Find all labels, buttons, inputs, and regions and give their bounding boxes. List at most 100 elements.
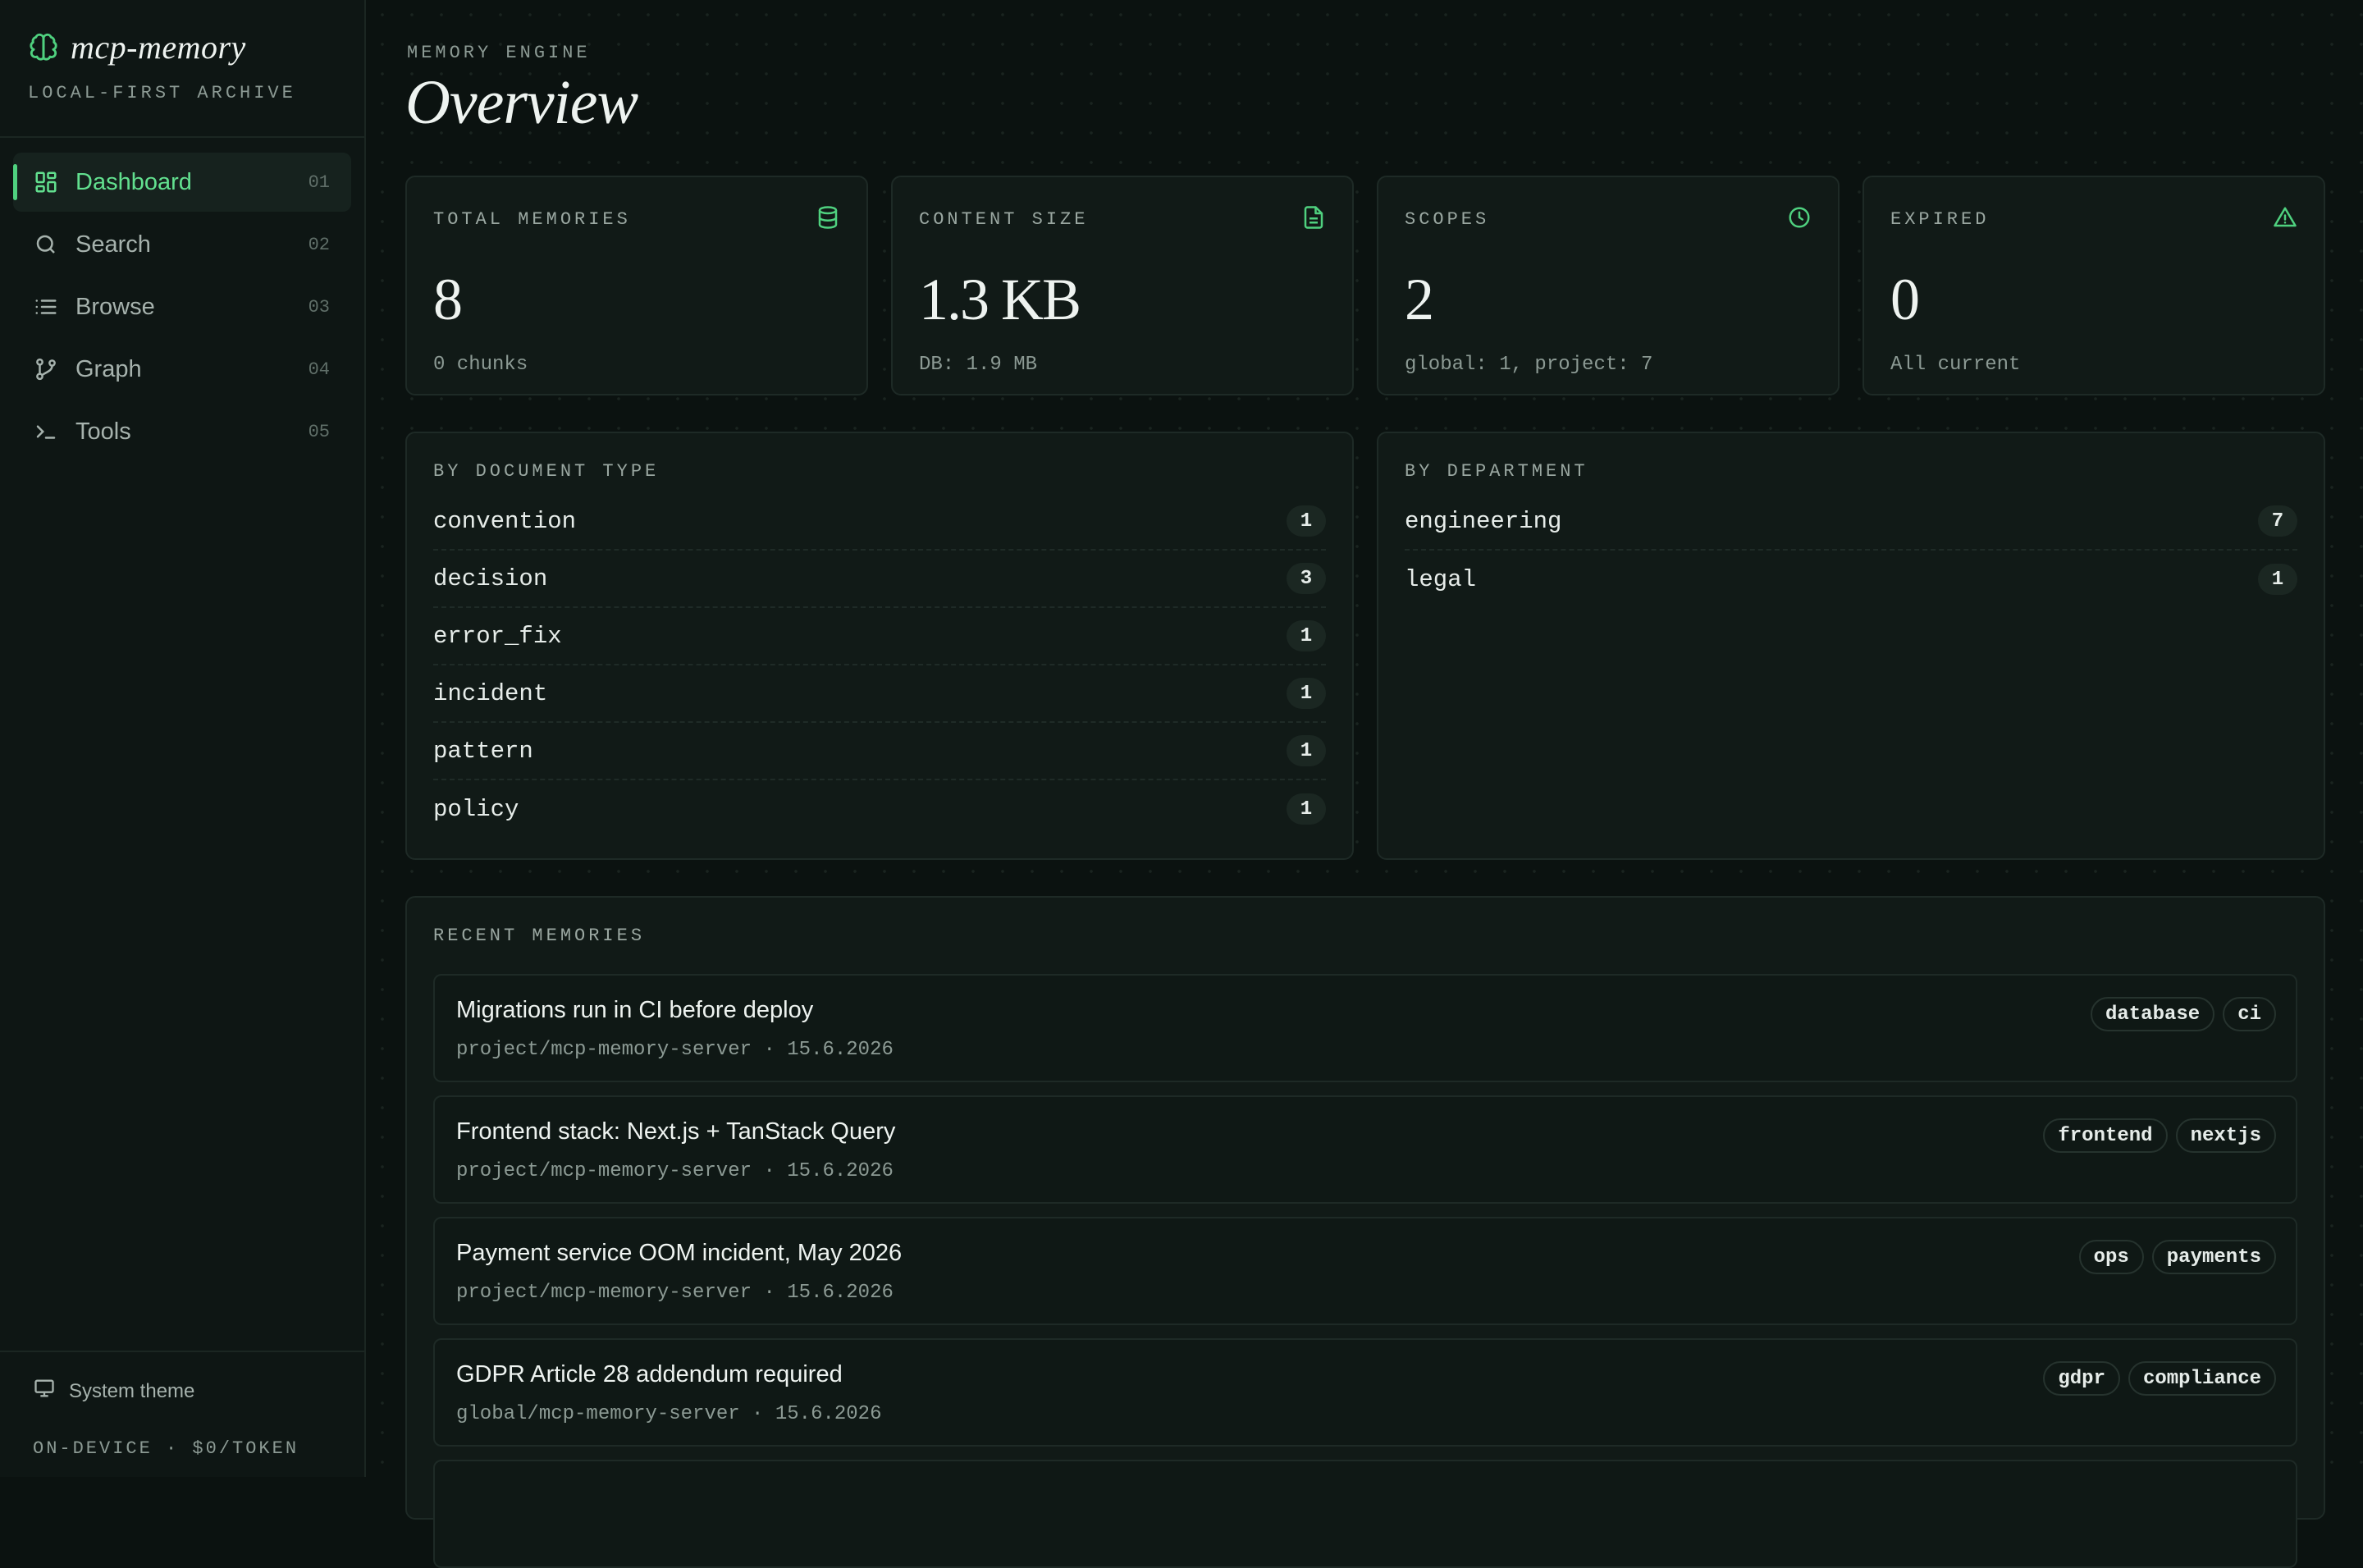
stat-card-content-size: CONTENT SIZE 1.3 KB DB: 1.9 MB <box>891 176 1354 395</box>
stat-label: SCOPES <box>1405 209 1490 230</box>
department-row[interactable]: engineering 7 <box>1405 493 2297 551</box>
tag-chip[interactable]: compliance <box>2128 1361 2276 1396</box>
count-badge: 1 <box>1287 735 1326 766</box>
stat-label: CONTENT SIZE <box>919 209 1089 230</box>
theme-label: System theme <box>69 1379 195 1402</box>
brand-subtitle: LOCAL-FIRST ARCHIVE <box>28 83 296 103</box>
nav-label: Graph <box>75 355 142 382</box>
tag-chip[interactable]: nextjs <box>2175 1118 2276 1153</box>
memory-title: Payment service OOM incident, May 2026 <box>456 1240 903 1266</box>
by-department-card: BY DEPARTMENT engineering 7 legal 1 <box>1377 432 2325 860</box>
row-label: error_fix <box>433 622 562 650</box>
count-badge: 1 <box>1287 678 1326 709</box>
nav-item-search[interactable]: Search 02 <box>13 215 351 274</box>
nav-number: 01 <box>308 171 330 193</box>
type-row[interactable]: pattern 1 <box>433 723 1326 780</box>
memory-meta: project/mcp-memory-server · 15.6.2026 <box>456 1282 894 1304</box>
card-title: BY DOCUMENT TYPE <box>433 461 660 482</box>
stat-subtext: DB: 1.9 MB <box>919 354 1038 376</box>
sidebar-nav: Dashboard 01 Search 02 Browse 03 <box>0 138 364 479</box>
tag-chip[interactable]: database <box>2090 997 2215 1031</box>
search-icon <box>33 231 59 258</box>
row-label: incident <box>433 679 548 707</box>
main-content: MEMORY ENGINE Overview TOTAL MEMORIES 8 … <box>368 0 2363 1568</box>
stat-card-total-memories: TOTAL MEMORIES 8 0 chunks <box>405 176 868 395</box>
nav-number: 04 <box>308 359 330 380</box>
count-badge: 3 <box>1287 563 1326 594</box>
count-badge: 7 <box>2258 505 2297 537</box>
count-badge: 1 <box>1287 505 1326 537</box>
theme-toggle[interactable]: System theme <box>33 1377 331 1406</box>
type-row[interactable]: policy 1 <box>433 780 1326 838</box>
nav-number: 03 <box>308 296 330 318</box>
brand-name: mcp-memory <box>71 29 246 66</box>
memory-title: Migrations run in CI before deploy <box>456 997 814 1023</box>
department-row[interactable]: legal 1 <box>1405 551 2297 608</box>
nav-label: Tools <box>75 418 131 445</box>
nav-item-dashboard[interactable]: Dashboard 01 <box>13 153 351 212</box>
dashboard-icon <box>33 169 59 195</box>
page-title: Overview <box>405 68 638 137</box>
recent-memories-card: RECENT MEMORIES Migrations run in CI bef… <box>405 896 2325 1568</box>
row-label: legal <box>1405 565 1477 593</box>
card-title: RECENT MEMORIES <box>433 926 646 946</box>
row-label: policy <box>433 795 519 823</box>
stat-subtext: global: 1, project: 7 <box>1405 354 1653 376</box>
count-badge: 1 <box>1287 620 1326 651</box>
file-icon <box>1301 205 1326 234</box>
nav-label: Dashboard <box>75 168 192 195</box>
sidebar-footer: System theme ON-DEVICE · $0/TOKEN <box>0 1351 364 1477</box>
count-badge: 1 <box>1287 793 1326 825</box>
memory-item[interactable]: Migrations run in CI before deploy proje… <box>433 974 2297 1082</box>
tag-chip[interactable]: frontend <box>2043 1118 2168 1153</box>
footer-meta: ON-DEVICE · $0/TOKEN <box>33 1438 299 1459</box>
row-label: engineering <box>1405 507 1562 535</box>
type-row[interactable]: decision 3 <box>433 551 1326 608</box>
brain-icon <box>28 32 59 63</box>
stat-subtext: 0 chunks <box>433 354 528 376</box>
stat-value: 8 <box>433 267 463 332</box>
type-row[interactable]: error_fix 1 <box>433 608 1326 665</box>
stat-value: 2 <box>1405 267 1434 332</box>
brand: mcp-memory LOCAL-FIRST ARCHIVE <box>0 0 364 138</box>
tag-chip[interactable]: ci <box>2223 997 2276 1031</box>
clock-icon <box>1787 205 1812 234</box>
memory-item[interactable]: Payment service OOM incident, May 2026 p… <box>433 1217 2297 1325</box>
type-row[interactable]: convention 1 <box>433 493 1326 551</box>
nav-label: Browse <box>75 293 155 320</box>
tag-chip[interactable]: ops <box>2078 1240 2144 1274</box>
type-row[interactable]: incident 1 <box>433 665 1326 723</box>
memory-item[interactable] <box>433 1460 2297 1568</box>
list-icon <box>33 294 59 320</box>
stat-card-expired: EXPIRED 0 All current <box>1863 176 2325 395</box>
memory-meta: global/mcp-memory-server · 15.6.2026 <box>456 1403 882 1425</box>
row-label: pattern <box>433 737 533 765</box>
terminal-icon <box>33 418 59 445</box>
stat-value: 1.3 KB <box>919 267 1081 332</box>
memory-meta: project/mcp-memory-server · 15.6.2026 <box>456 1160 894 1182</box>
stat-label: EXPIRED <box>1890 209 1990 230</box>
count-badge: 1 <box>2258 564 2297 595</box>
nav-item-tools[interactable]: Tools 05 <box>13 402 351 461</box>
nav-item-graph[interactable]: Graph 04 <box>13 340 351 399</box>
database-icon <box>816 205 840 234</box>
by-document-type-card: BY DOCUMENT TYPE convention 1 decision 3… <box>405 432 1354 860</box>
tag-chip[interactable]: payments <box>2151 1240 2276 1274</box>
warning-icon <box>2273 205 2297 234</box>
nav-item-browse[interactable]: Browse 03 <box>13 277 351 336</box>
memory-item[interactable]: Frontend stack: Next.js + TanStack Query… <box>433 1095 2297 1204</box>
row-label: convention <box>433 507 577 535</box>
memory-item[interactable]: GDPR Article 28 addendum required global… <box>433 1338 2297 1447</box>
row-label: decision <box>433 565 548 592</box>
card-title: BY DEPARTMENT <box>1405 461 1588 482</box>
stat-label: TOTAL MEMORIES <box>433 209 631 230</box>
graph-icon <box>33 356 59 382</box>
stat-value: 0 <box>1890 267 1920 332</box>
memory-meta: project/mcp-memory-server · 15.6.2026 <box>456 1039 894 1061</box>
stat-subtext: All current <box>1890 354 2021 376</box>
nav-label: Search <box>75 231 151 258</box>
memory-title: Frontend stack: Next.js + TanStack Query <box>456 1118 896 1145</box>
stat-card-scopes: SCOPES 2 global: 1, project: 7 <box>1377 176 1840 395</box>
page-eyebrow: MEMORY ENGINE <box>407 43 591 63</box>
tag-chip[interactable]: gdpr <box>2043 1361 2120 1396</box>
